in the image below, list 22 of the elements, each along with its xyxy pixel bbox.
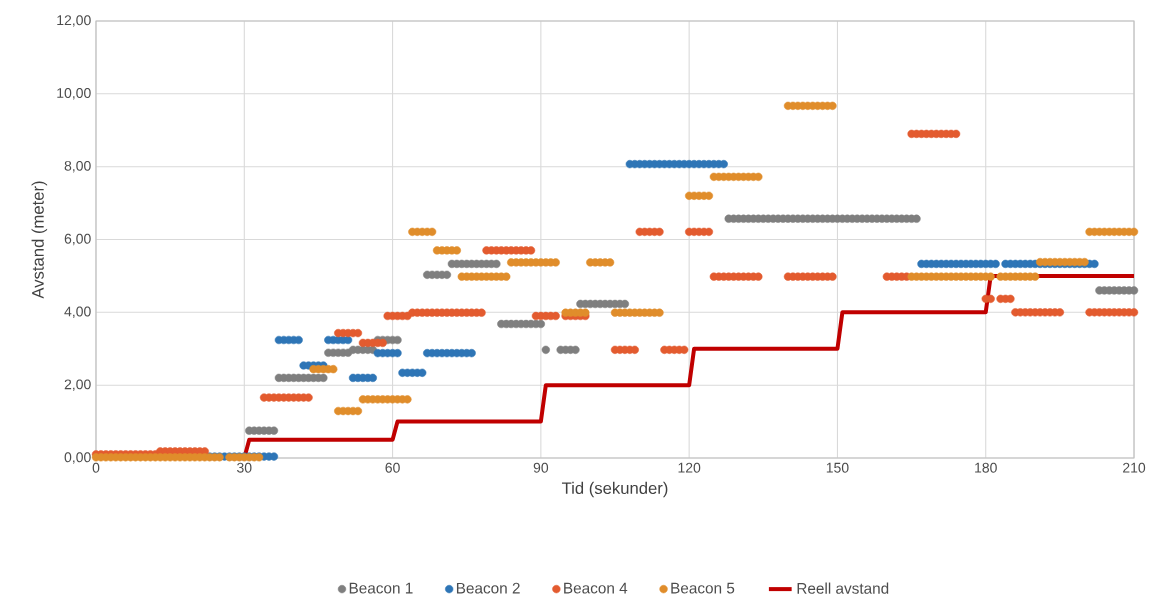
y-tick-label: 0,00 [64,452,91,464]
x-tick-label: 120 [678,462,701,473]
y-tick-label: 8,00 [64,160,91,173]
legend-label: Beacon 2 [456,582,520,594]
x-tick-label: 90 [533,462,549,473]
x-tick-label: 210 [1123,462,1146,473]
x-tick-label: 180 [975,462,997,473]
legend-label: Beacon 1 [349,582,413,594]
x-axis-title: Tid (sekunder) [561,481,668,498]
legend-label: Reell avstand [797,582,889,594]
x-tick-label: 60 [385,462,400,473]
y-tick-label: 2,00 [64,379,91,391]
y-tick-label: 6,00 [64,233,91,246]
y-tick-label: 12,00 [57,15,91,27]
y-axis-title: Avstand (meter) [31,181,48,299]
legend-label: Beacon 4 [564,582,628,594]
x-tick-label: 0 [92,462,100,473]
y-tick-label: 4,00 [64,306,91,319]
legend-label: Beacon 5 [671,582,735,594]
x-tick-label: 150 [826,462,849,473]
y-tick-label: 10,00 [57,88,91,100]
x-tick-label: 30 [237,462,252,473]
